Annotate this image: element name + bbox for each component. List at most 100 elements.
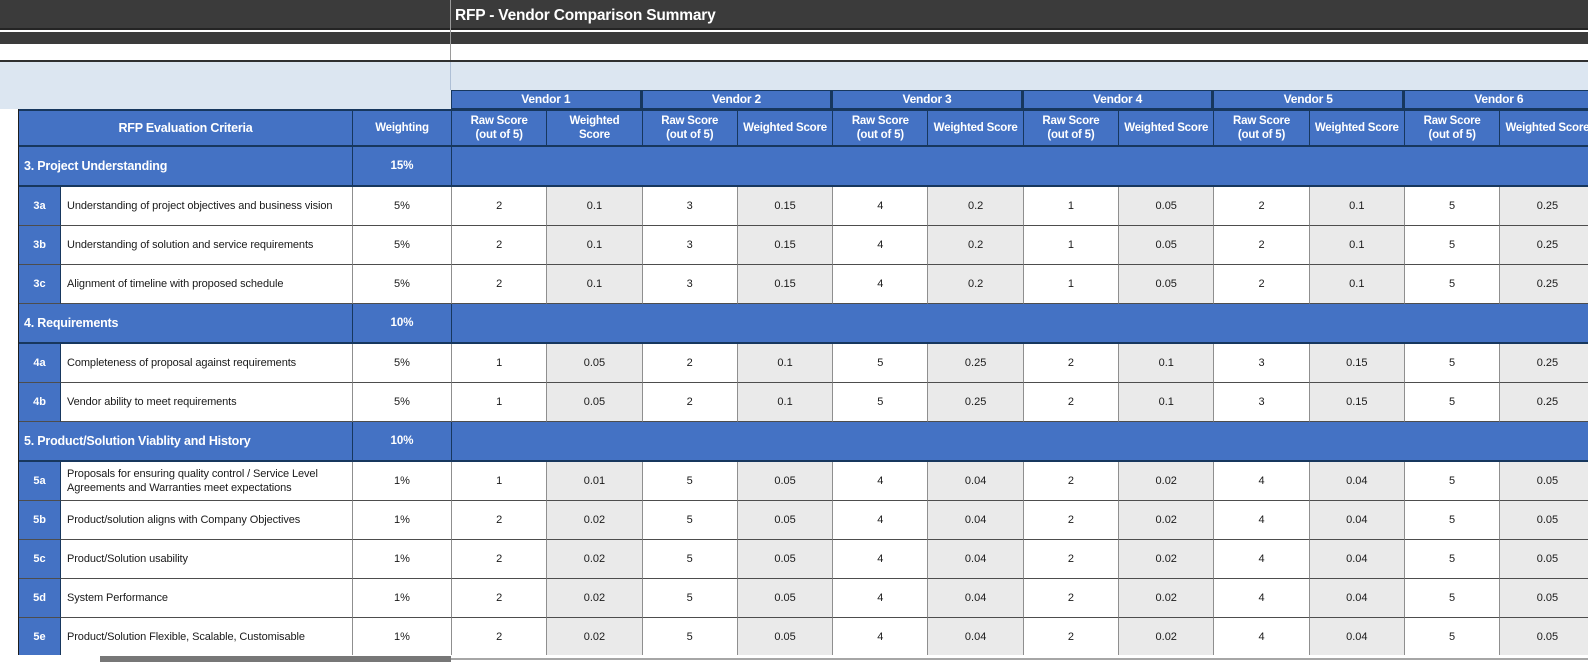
cell-5d-vendor-4-raw-score[interactable]: 2 [1023, 579, 1120, 618]
vendor-4-name-cell[interactable]: Vendor 4 [1022, 90, 1214, 109]
cell-4a-vendor-3-weighted-score[interactable]: 0.25 [928, 344, 1024, 383]
cell-3b-vendor-4-weighted-score[interactable]: 0.05 [1119, 226, 1215, 265]
section-4-weighting[interactable]: 10% [353, 304, 452, 344]
cell-3b-vendor-2-weighted-score[interactable]: 0.15 [737, 226, 834, 265]
cell-5a-id[interactable]: 5a [19, 462, 61, 501]
cell-3b-vendor-3-weighted-score[interactable]: 0.2 [928, 226, 1024, 265]
cell-3a-vendor-6-raw-score[interactable]: 5 [1404, 187, 1501, 226]
cell-5b-vendor-6-weighted-score[interactable]: 0.05 [1500, 501, 1588, 540]
cell-5e-criteria[interactable]: Product/Solution Flexible, Scalable, Cus… [61, 618, 353, 657]
cell-4b-vendor-2-raw-score[interactable]: 2 [642, 383, 738, 422]
vendor-3-raw-score-header[interactable]: Raw Score (out of 5) [833, 109, 929, 147]
vendor-4-weighted-score-header[interactable]: Weighted Score [1119, 109, 1215, 147]
vendor-6-raw-score-header[interactable]: Raw Score (out of 5) [1404, 109, 1501, 147]
cell-3c-vendor-2-raw-score[interactable]: 3 [642, 265, 738, 304]
cell-3b-vendor-1-weighted-score[interactable]: 0.1 [547, 226, 643, 265]
cell-5e-weighting[interactable]: 1% [353, 618, 452, 657]
cell-5d-vendor-2-raw-score[interactable]: 5 [642, 579, 738, 618]
vendor-6-name-cell[interactable]: Vendor 6 [1403, 90, 1588, 109]
cell-3b-id[interactable]: 3b [19, 226, 61, 265]
cell-5c-vendor-2-raw-score[interactable]: 5 [642, 540, 738, 579]
vendor-3-name-cell[interactable]: Vendor 3 [832, 90, 1023, 109]
cell-5e-vendor-3-raw-score[interactable]: 4 [833, 618, 929, 657]
cell-5e-vendor-2-raw-score[interactable]: 5 [642, 618, 738, 657]
cell-5d-weighting[interactable]: 1% [353, 579, 452, 618]
section-5-vendor-span[interactable] [452, 422, 1588, 462]
cell-5a-vendor-4-raw-score[interactable]: 2 [1023, 462, 1120, 501]
weighting-header-cell[interactable]: Weighting [353, 109, 452, 147]
vendor-5-name-cell[interactable]: Vendor 5 [1213, 90, 1404, 109]
cell-3b-vendor-6-weighted-score[interactable]: 0.25 [1500, 226, 1588, 265]
cell-4b-vendor-4-weighted-score[interactable]: 0.1 [1119, 383, 1215, 422]
criteria-header-cell[interactable]: RFP Evaluation Criteria [19, 109, 353, 147]
cell-4a-vendor-2-weighted-score[interactable]: 0.1 [737, 344, 834, 383]
cell-3c-vendor-6-raw-score[interactable]: 5 [1404, 265, 1501, 304]
cell-4b-vendor-6-weighted-score[interactable]: 0.25 [1500, 383, 1588, 422]
cell-5a-vendor-6-raw-score[interactable]: 5 [1404, 462, 1501, 501]
vendor-2-name-cell[interactable]: Vendor 2 [641, 90, 833, 109]
cell-4a-id[interactable]: 4a [19, 344, 61, 383]
cell-5b-weighting[interactable]: 1% [353, 501, 452, 540]
section-3-vendor-span[interactable] [452, 147, 1588, 187]
cell-5a-weighting[interactable]: 1% [353, 462, 452, 501]
cell-4b-vendor-6-raw-score[interactable]: 5 [1404, 383, 1501, 422]
cell-5b-vendor-1-weighted-score[interactable]: 0.02 [547, 501, 643, 540]
cell-3b-vendor-3-raw-score[interactable]: 4 [833, 226, 929, 265]
cell-3a-vendor-2-raw-score[interactable]: 3 [642, 187, 738, 226]
cell-5e-vendor-6-raw-score[interactable]: 5 [1404, 618, 1501, 657]
cell-3c-criteria[interactable]: Alignment of timeline with proposed sche… [61, 265, 353, 304]
cell-5b-vendor-4-weighted-score[interactable]: 0.02 [1119, 501, 1215, 540]
cell-3b-vendor-2-raw-score[interactable]: 3 [642, 226, 738, 265]
cell-5a-vendor-3-raw-score[interactable]: 4 [833, 462, 929, 501]
cell-4a-vendor-2-raw-score[interactable]: 2 [642, 344, 738, 383]
section-3-label[interactable]: 3. Project Understanding [19, 147, 353, 187]
cell-5b-vendor-2-weighted-score[interactable]: 0.05 [737, 501, 834, 540]
vendor-1-weighted-score-header[interactable]: Weighted Score [547, 109, 643, 147]
cell-3c-vendor-6-weighted-score[interactable]: 0.25 [1500, 265, 1588, 304]
cell-4b-vendor-5-weighted-score[interactable]: 0.15 [1309, 383, 1405, 422]
cell-3a-vendor-1-weighted-score[interactable]: 0.1 [547, 187, 643, 226]
cell-3c-vendor-5-weighted-score[interactable]: 0.1 [1309, 265, 1405, 304]
cell-5a-vendor-6-weighted-score[interactable]: 0.05 [1500, 462, 1588, 501]
vendor-5-weighted-score-header[interactable]: Weighted Score [1309, 109, 1405, 147]
cell-5a-vendor-1-raw-score[interactable]: 1 [452, 462, 548, 501]
cell-5b-vendor-5-raw-score[interactable]: 4 [1214, 501, 1310, 540]
cell-5d-vendor-2-weighted-score[interactable]: 0.05 [737, 579, 834, 618]
cell-3c-vendor-3-weighted-score[interactable]: 0.2 [928, 265, 1024, 304]
cell-5b-vendor-3-weighted-score[interactable]: 0.04 [928, 501, 1024, 540]
cell-3c-vendor-5-raw-score[interactable]: 2 [1214, 265, 1310, 304]
cell-4b-vendor-2-weighted-score[interactable]: 0.1 [737, 383, 834, 422]
cell-5d-vendor-1-weighted-score[interactable]: 0.02 [547, 579, 643, 618]
cell-5a-vendor-4-weighted-score[interactable]: 0.02 [1119, 462, 1215, 501]
cell-3a-vendor-2-weighted-score[interactable]: 0.15 [737, 187, 834, 226]
cell-3b-vendor-5-weighted-score[interactable]: 0.1 [1309, 226, 1405, 265]
cell-5d-vendor-3-raw-score[interactable]: 4 [833, 579, 929, 618]
cell-5e-vendor-5-raw-score[interactable]: 4 [1214, 618, 1310, 657]
cell-5d-vendor-6-weighted-score[interactable]: 0.05 [1500, 579, 1588, 618]
cell-3a-id[interactable]: 3a [19, 187, 61, 226]
section-5-label[interactable]: 5. Product/Solution Viablity and History [19, 422, 353, 462]
cell-5a-vendor-5-raw-score[interactable]: 4 [1214, 462, 1310, 501]
cell-3b-vendor-5-raw-score[interactable]: 2 [1214, 226, 1310, 265]
cell-4b-weighting[interactable]: 5% [353, 383, 452, 422]
section-4-label[interactable]: 4. Requirements [19, 304, 353, 344]
cell-5c-weighting[interactable]: 1% [353, 540, 452, 579]
cell-5a-vendor-3-weighted-score[interactable]: 0.04 [928, 462, 1024, 501]
cell-3c-vendor-4-weighted-score[interactable]: 0.05 [1119, 265, 1215, 304]
cell-3a-vendor-1-raw-score[interactable]: 2 [452, 187, 548, 226]
cell-5e-vendor-5-weighted-score[interactable]: 0.04 [1309, 618, 1405, 657]
cell-3c-vendor-3-raw-score[interactable]: 4 [833, 265, 929, 304]
cell-4b-criteria[interactable]: Vendor ability to meet requirements [61, 383, 353, 422]
cell-4b-vendor-3-raw-score[interactable]: 5 [833, 383, 929, 422]
cell-5e-id[interactable]: 5e [19, 618, 61, 657]
cell-4b-vendor-1-weighted-score[interactable]: 0.05 [547, 383, 643, 422]
cell-4a-vendor-6-weighted-score[interactable]: 0.25 [1500, 344, 1588, 383]
cell-5c-vendor-5-weighted-score[interactable]: 0.04 [1309, 540, 1405, 579]
cell-4a-vendor-4-weighted-score[interactable]: 0.1 [1119, 344, 1215, 383]
cell-3a-vendor-5-weighted-score[interactable]: 0.1 [1309, 187, 1405, 226]
cell-5a-vendor-5-weighted-score[interactable]: 0.04 [1309, 462, 1405, 501]
cell-5b-vendor-4-raw-score[interactable]: 2 [1023, 501, 1120, 540]
cell-5d-vendor-5-raw-score[interactable]: 4 [1214, 579, 1310, 618]
cell-5b-vendor-5-weighted-score[interactable]: 0.04 [1309, 501, 1405, 540]
vendor-2-weighted-score-header[interactable]: Weighted Score [737, 109, 834, 147]
